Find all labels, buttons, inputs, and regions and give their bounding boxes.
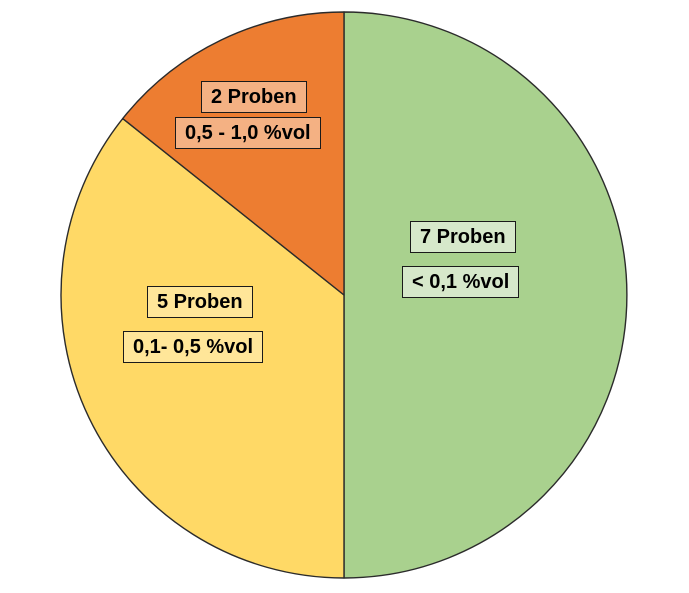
pie-slices — [60, 11, 628, 579]
slice-label-yellow-count: 5 Proben — [147, 286, 253, 318]
slice-label-green-range: < 0,1 %vol — [402, 266, 520, 298]
slice-label-yellow-range: 0,1- 0,5 %vol — [123, 331, 264, 363]
slice-label-orange-range: 0,5 - 1,0 %vol — [175, 117, 321, 149]
slice-label-green-count: 7 Proben — [410, 221, 516, 253]
slice-label-orange-count: 2 Proben — [201, 81, 307, 113]
